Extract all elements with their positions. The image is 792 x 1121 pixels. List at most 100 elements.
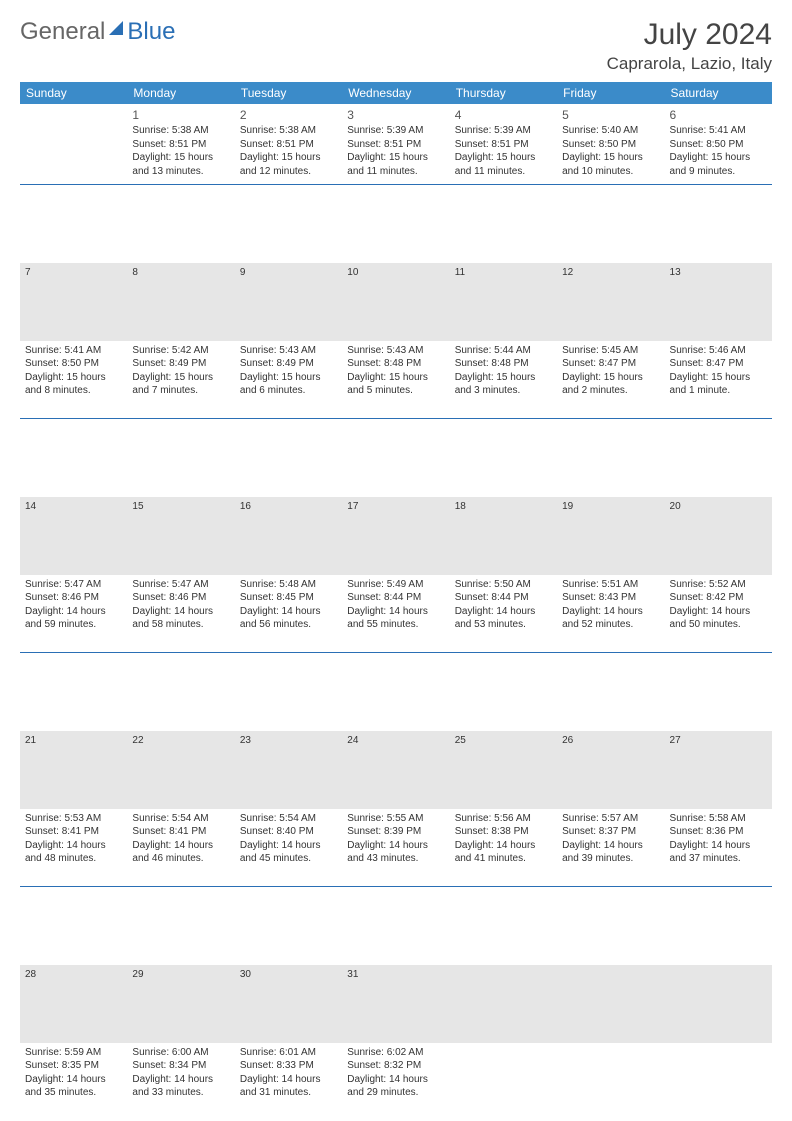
- day-number-cell: 13: [665, 263, 772, 341]
- daylight-text: Daylight: 14 hours: [455, 839, 552, 853]
- day-cell: Sunrise: 5:47 AMSunset: 8:46 PMDaylight:…: [127, 575, 234, 653]
- daylight-text: and 3 minutes.: [455, 384, 552, 398]
- sunset-text: Sunset: 8:51 PM: [132, 138, 229, 152]
- sunset-text: Sunset: 8:47 PM: [670, 357, 767, 371]
- daylight-text: and 11 minutes.: [347, 165, 444, 179]
- daylight-text: and 43 minutes.: [347, 852, 444, 866]
- daylight-text: and 2 minutes.: [562, 384, 659, 398]
- daylight-text: and 10 minutes.: [562, 165, 659, 179]
- day-number-cell: 10: [342, 263, 449, 341]
- sunset-text: Sunset: 8:34 PM: [132, 1059, 229, 1073]
- sunrise-text: Sunrise: 5:43 AM: [347, 344, 444, 358]
- day-number-cell: 14: [20, 497, 127, 575]
- day-cell: Sunrise: 5:42 AMSunset: 8:49 PMDaylight:…: [127, 341, 234, 419]
- daylight-text: Daylight: 14 hours: [132, 839, 229, 853]
- daylight-text: Daylight: 15 hours: [132, 371, 229, 385]
- sunset-text: Sunset: 8:48 PM: [347, 357, 444, 371]
- sunrise-text: Sunrise: 5:58 AM: [670, 812, 767, 826]
- day-number: 1: [132, 107, 229, 123]
- day-number: 6: [670, 107, 767, 123]
- sunrise-text: Sunrise: 5:59 AM: [25, 1046, 122, 1060]
- sunrise-text: Sunrise: 5:49 AM: [347, 578, 444, 592]
- daylight-text: and 58 minutes.: [132, 618, 229, 632]
- day-number-cell: 24: [342, 731, 449, 809]
- daylight-text: and 37 minutes.: [670, 852, 767, 866]
- day-number-cell: 25: [450, 731, 557, 809]
- daylight-text: Daylight: 14 hours: [347, 605, 444, 619]
- sunset-text: Sunset: 8:50 PM: [25, 357, 122, 371]
- sunrise-text: Sunrise: 5:39 AM: [347, 124, 444, 138]
- day-cell: [20, 104, 127, 185]
- day-header: Wednesday: [342, 82, 449, 104]
- week-daynum-row: 21222324252627: [20, 731, 772, 809]
- day-cell: 6Sunrise: 5:41 AMSunset: 8:50 PMDaylight…: [665, 104, 772, 185]
- day-number-cell: 12: [557, 263, 664, 341]
- day-cell: 4Sunrise: 5:39 AMSunset: 8:51 PMDaylight…: [450, 104, 557, 185]
- day-cell: Sunrise: 5:51 AMSunset: 8:43 PMDaylight:…: [557, 575, 664, 653]
- day-number-cell: 20: [665, 497, 772, 575]
- sunrise-text: Sunrise: 5:47 AM: [25, 578, 122, 592]
- day-cell: Sunrise: 5:58 AMSunset: 8:36 PMDaylight:…: [665, 809, 772, 887]
- sunset-text: Sunset: 8:44 PM: [455, 591, 552, 605]
- sunset-text: Sunset: 8:41 PM: [132, 825, 229, 839]
- sunset-text: Sunset: 8:43 PM: [562, 591, 659, 605]
- daylight-text: Daylight: 15 hours: [670, 151, 767, 165]
- day-number-cell: 28: [20, 965, 127, 1043]
- day-cell: 5Sunrise: 5:40 AMSunset: 8:50 PMDaylight…: [557, 104, 664, 185]
- daylight-text: Daylight: 14 hours: [25, 1073, 122, 1087]
- daylight-text: Daylight: 15 hours: [455, 371, 552, 385]
- daylight-text: Daylight: 14 hours: [240, 605, 337, 619]
- daylight-text: and 45 minutes.: [240, 852, 337, 866]
- daylight-text: and 55 minutes.: [347, 618, 444, 632]
- day-number: 4: [455, 107, 552, 123]
- day-cell: Sunrise: 5:56 AMSunset: 8:38 PMDaylight:…: [450, 809, 557, 887]
- calendar-body: 1Sunrise: 5:38 AMSunset: 8:51 PMDaylight…: [20, 104, 772, 1121]
- day-cell: 3Sunrise: 5:39 AMSunset: 8:51 PMDaylight…: [342, 104, 449, 185]
- sunset-text: Sunset: 8:36 PM: [670, 825, 767, 839]
- day-cell: Sunrise: 5:47 AMSunset: 8:46 PMDaylight:…: [20, 575, 127, 653]
- sunset-text: Sunset: 8:42 PM: [670, 591, 767, 605]
- sunrise-text: Sunrise: 5:47 AM: [132, 578, 229, 592]
- daylight-text: and 6 minutes.: [240, 384, 337, 398]
- sunset-text: Sunset: 8:46 PM: [25, 591, 122, 605]
- sunrise-text: Sunrise: 5:45 AM: [562, 344, 659, 358]
- daylight-text: and 50 minutes.: [670, 618, 767, 632]
- sunrise-text: Sunrise: 5:46 AM: [670, 344, 767, 358]
- daylight-text: and 52 minutes.: [562, 618, 659, 632]
- daylight-text: Daylight: 15 hours: [240, 151, 337, 165]
- sunset-text: Sunset: 8:38 PM: [455, 825, 552, 839]
- day-cell: Sunrise: 5:55 AMSunset: 8:39 PMDaylight:…: [342, 809, 449, 887]
- daylight-text: Daylight: 15 hours: [562, 371, 659, 385]
- sunrise-text: Sunrise: 5:41 AM: [25, 344, 122, 358]
- daylight-text: Daylight: 14 hours: [455, 605, 552, 619]
- day-number-cell: 30: [235, 965, 342, 1043]
- day-cell: [557, 1043, 664, 1121]
- sunrise-text: Sunrise: 5:54 AM: [240, 812, 337, 826]
- sunrise-text: Sunrise: 5:48 AM: [240, 578, 337, 592]
- daylight-text: and 8 minutes.: [25, 384, 122, 398]
- daylight-text: Daylight: 15 hours: [347, 371, 444, 385]
- daylight-text: Daylight: 14 hours: [562, 605, 659, 619]
- daylight-text: Daylight: 14 hours: [25, 605, 122, 619]
- daylight-text: and 59 minutes.: [25, 618, 122, 632]
- location-subtitle: Caprarola, Lazio, Italy: [607, 54, 772, 74]
- sunset-text: Sunset: 8:39 PM: [347, 825, 444, 839]
- day-cell: Sunrise: 5:43 AMSunset: 8:49 PMDaylight:…: [235, 341, 342, 419]
- sunrise-text: Sunrise: 5:39 AM: [455, 124, 552, 138]
- week-row: 1Sunrise: 5:38 AMSunset: 8:51 PMDaylight…: [20, 104, 772, 185]
- daylight-text: and 35 minutes.: [25, 1086, 122, 1100]
- day-cell: Sunrise: 5:54 AMSunset: 8:40 PMDaylight:…: [235, 809, 342, 887]
- daylight-text: Daylight: 14 hours: [132, 1073, 229, 1087]
- daylight-text: Daylight: 14 hours: [347, 1073, 444, 1087]
- daylight-text: and 39 minutes.: [562, 852, 659, 866]
- daylight-text: and 12 minutes.: [240, 165, 337, 179]
- day-cell: Sunrise: 5:54 AMSunset: 8:41 PMDaylight:…: [127, 809, 234, 887]
- day-number-cell: 11: [450, 263, 557, 341]
- sunset-text: Sunset: 8:37 PM: [562, 825, 659, 839]
- day-number-cell: 15: [127, 497, 234, 575]
- daylight-text: and 33 minutes.: [132, 1086, 229, 1100]
- day-number-cell: [665, 965, 772, 1043]
- day-number: 5: [562, 107, 659, 123]
- sunset-text: Sunset: 8:50 PM: [562, 138, 659, 152]
- day-cell: [450, 1043, 557, 1121]
